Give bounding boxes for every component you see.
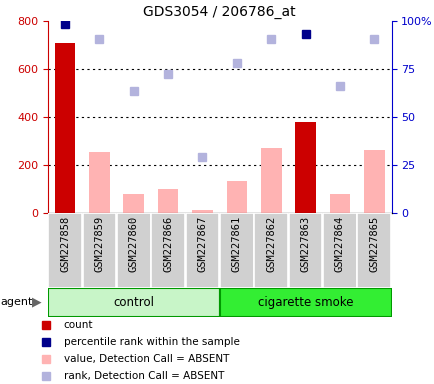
Text: count: count bbox=[64, 320, 93, 330]
Text: control: control bbox=[113, 296, 154, 309]
Bar bbox=[117, 213, 150, 288]
Text: cigarette smoke: cigarette smoke bbox=[257, 296, 352, 309]
Bar bbox=[363, 149, 384, 213]
Bar bbox=[254, 213, 287, 288]
Text: GSM227865: GSM227865 bbox=[368, 215, 378, 271]
Bar bbox=[288, 213, 322, 288]
Text: agent: agent bbox=[0, 297, 32, 308]
Text: GSM227860: GSM227860 bbox=[128, 215, 138, 271]
Text: GSM227861: GSM227861 bbox=[231, 215, 241, 271]
Title: GDS3054 / 206786_at: GDS3054 / 206786_at bbox=[143, 5, 295, 19]
Bar bbox=[329, 194, 349, 213]
Bar bbox=[260, 148, 281, 213]
Bar bbox=[219, 288, 391, 317]
Text: GSM227863: GSM227863 bbox=[300, 215, 310, 271]
Bar bbox=[82, 213, 116, 288]
Bar bbox=[89, 152, 109, 213]
Text: GSM227859: GSM227859 bbox=[94, 215, 104, 271]
Text: GSM227864: GSM227864 bbox=[334, 215, 344, 271]
Text: ▶: ▶ bbox=[32, 296, 41, 309]
Bar bbox=[295, 122, 315, 213]
Bar bbox=[158, 189, 178, 213]
Bar bbox=[192, 210, 212, 213]
Bar bbox=[48, 213, 82, 288]
Bar bbox=[220, 213, 253, 288]
Text: GSM227867: GSM227867 bbox=[197, 215, 207, 271]
Text: GSM227858: GSM227858 bbox=[60, 215, 70, 271]
Text: value, Detection Call = ABSENT: value, Detection Call = ABSENT bbox=[64, 354, 229, 364]
Text: rank, Detection Call = ABSENT: rank, Detection Call = ABSENT bbox=[64, 371, 224, 381]
Text: GSM227866: GSM227866 bbox=[163, 215, 173, 271]
Bar bbox=[226, 181, 247, 213]
Bar bbox=[357, 213, 390, 288]
Bar bbox=[151, 213, 184, 288]
Text: percentile rank within the sample: percentile rank within the sample bbox=[64, 337, 239, 347]
Text: GSM227862: GSM227862 bbox=[266, 215, 276, 271]
Bar bbox=[55, 43, 75, 213]
Bar bbox=[123, 194, 144, 213]
Bar bbox=[185, 213, 219, 288]
Bar bbox=[322, 213, 356, 288]
Bar bbox=[48, 288, 219, 317]
